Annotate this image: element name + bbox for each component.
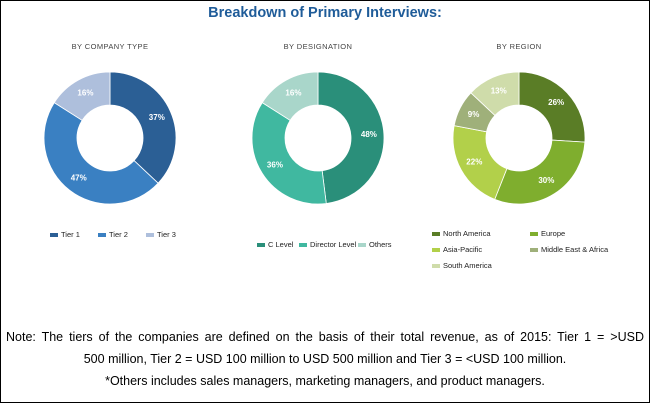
legend-item-tier-1: Tier 1 (50, 230, 80, 239)
data-label: 37% (149, 113, 165, 122)
legend-swatch (358, 242, 366, 247)
legend-swatch (432, 263, 440, 268)
donut-slice-tier-3 (53, 71, 111, 121)
data-label: 9% (468, 110, 480, 119)
data-label: 16% (77, 88, 93, 97)
data-label: 16% (285, 88, 301, 97)
legend-swatch (257, 242, 265, 247)
data-label: 26% (548, 98, 564, 107)
legend-label: Europe (541, 229, 566, 238)
legend-label: Others (369, 240, 392, 249)
legend-label: Tier 2 (109, 230, 128, 239)
legend-item-others: Others (358, 240, 392, 249)
data-label: 36% (267, 160, 283, 169)
legend-item-director-level: Director Level (299, 240, 356, 249)
donut-slice-others (261, 71, 319, 121)
legend-swatch (146, 232, 154, 237)
footnote-line-3: *Others includes sales managers, marketi… (105, 374, 545, 388)
legend-item-north-america: North America (432, 229, 491, 238)
legend-label: C Level (268, 240, 294, 249)
donut-chart-designation: 48% 36% 16% (251, 71, 385, 205)
donut-slice-c-level (317, 71, 385, 204)
donut-chart-company-type: 37% 47% 16% (43, 71, 177, 205)
legend-swatch (530, 231, 538, 236)
legend-swatch (98, 232, 106, 237)
main-title: Breakdown of Primary Interviews: (208, 5, 442, 21)
legend-swatch (50, 232, 58, 237)
footnote-line-2: 500 million, Tier 2 = USD 100 million to… (83, 352, 567, 366)
donut-slice-europe (494, 139, 586, 205)
legend-item-middle-east-africa: Middle East & Africa (530, 245, 608, 254)
chart-title-region: BY REGION (496, 42, 542, 51)
legend-label: Asia-Pacific (443, 245, 483, 254)
donut-chart-region: 26% 30% 22% 9% 13% (452, 71, 586, 205)
legend-swatch (299, 242, 307, 247)
data-label: 30% (538, 176, 554, 185)
legend-item-tier-2: Tier 2 (98, 230, 128, 239)
legend-label: North America (443, 229, 491, 238)
legend-label: Tier 1 (61, 230, 80, 239)
legend-item-south-america: South America (432, 261, 492, 270)
donut-slice-tier-1 (109, 71, 177, 184)
donut-slice-director-level (251, 102, 327, 205)
footnote-line-1: Note: The tiers of the companies are def… (6, 330, 644, 344)
data-label: 13% (491, 86, 507, 95)
data-label: 47% (71, 173, 87, 182)
legend-item-c-level: C Level (257, 240, 293, 249)
legend-swatch (530, 247, 538, 252)
legend-item-asia-pacific: Asia-Pacific (432, 245, 482, 254)
chart-title-company-type: BY COMPANY TYPE (71, 42, 149, 51)
legend-item-europe: Europe (530, 229, 565, 238)
legend-label: South America (443, 261, 492, 270)
footnote: Note: The tiers of the companies are def… (6, 326, 644, 392)
legend-label: Middle East & Africa (541, 245, 609, 254)
donut-slice-tier-2 (43, 102, 159, 205)
legend-item-tier-3: Tier 3 (146, 230, 176, 239)
legend-swatch (432, 231, 440, 236)
chart-title-designation: BY DESIGNATION (283, 42, 353, 51)
data-label: 48% (361, 130, 377, 139)
donut-slice-south-america (470, 71, 520, 116)
legend-swatch (432, 247, 440, 252)
data-label: 22% (466, 158, 482, 167)
legend-label: Director Level (310, 240, 357, 249)
legend-label: Tier 3 (157, 230, 176, 239)
